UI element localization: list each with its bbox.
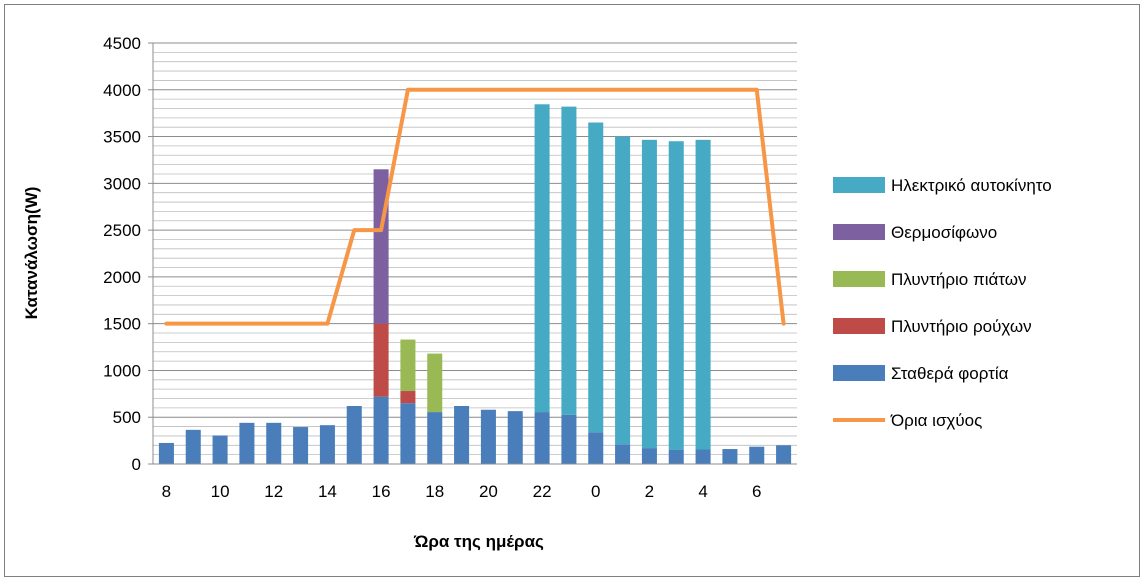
bar-segment-series-4-cat-2 (641, 139, 657, 449)
y-tick-label: 4000 (103, 81, 141, 100)
x-tick-label: 20 (479, 482, 498, 501)
legend-swatch (833, 318, 885, 334)
legend-swatch (833, 271, 885, 287)
x-tick-label: 18 (425, 482, 444, 501)
bar-segment-series-0-cat-11 (239, 422, 255, 464)
x-tick-label: 10 (211, 482, 230, 501)
bar-segment-series-1-cat-17 (400, 391, 416, 404)
bar-segment-series-4-cat-22 (534, 104, 550, 413)
chart-svg: 0 500 1000 1500 2000 2500 3000 3500 4000 4500 8 10… (22, 34, 1052, 551)
legend-label: Πλυντήριο πιάτων (891, 270, 1027, 289)
legend-item: Πλυντήριο ρούχων (833, 317, 1032, 336)
bar-segment-series-0-cat-15 (346, 405, 362, 464)
bar-segment-series-0-cat-13 (293, 427, 309, 464)
bar-segment-series-0-cat-14 (319, 425, 335, 464)
y-axis-title: Κατανάλωση(W) (22, 187, 41, 320)
legend-label: Θερμοσίφωνο (891, 223, 997, 242)
legend: Ηλεκτρικό αυτοκίνητο Θερμοσίφωνο Πλυντήριο… (833, 176, 1052, 430)
bar-segment-series-2-cat-18 (427, 353, 443, 413)
bars (158, 104, 792, 464)
bar-segment-series-4-cat-3 (668, 141, 684, 450)
axes (148, 42, 797, 465)
bar-segment-series-0-cat-12 (266, 422, 282, 464)
y-tick-labels: 0 500 1000 1500 2000 2500 3000 3500 4000 4500 (103, 34, 141, 474)
bar-segment-series-4-cat-23 (561, 106, 577, 415)
y-tick-label: 500 (113, 408, 141, 427)
legend-item: Πλυντήριο πιάτων (833, 270, 1027, 289)
bar-segment-series-0-cat-20 (480, 409, 496, 464)
bar-segment-series-0-cat-17 (400, 403, 416, 464)
bar-segment-series-0-cat-3 (668, 449, 684, 464)
bar-segment-series-0-cat-6 (749, 446, 765, 464)
x-tick-label: 4 (698, 482, 707, 501)
bar-segment-series-0-cat-23 (561, 414, 577, 464)
x-tick-label: 6 (752, 482, 761, 501)
legend-label: Όρια ισχύος (890, 411, 982, 430)
y-tick-label: 2000 (103, 268, 141, 287)
x-tick-label: 16 (372, 482, 391, 501)
y-tick-label: 1000 (103, 361, 141, 380)
legend-item: Θερμοσίφωνο (833, 223, 997, 242)
bar-segment-series-0-cat-5 (722, 449, 738, 464)
chart-frame: 0 500 1000 1500 2000 2500 3000 3500 4000 4500 8 10… (4, 4, 1140, 577)
y-tick-label: 3500 (103, 128, 141, 147)
legend-item: Όρια ισχύος (833, 411, 982, 430)
legend-item: Ηλεκτρικό αυτοκίνητο (833, 176, 1052, 195)
bar-segment-series-4-cat-0 (588, 122, 604, 433)
bar-segment-series-4-cat-4 (695, 139, 711, 450)
legend-label: Σταθερά φορτία (891, 364, 1009, 383)
legend-label: Ηλεκτρικό αυτοκίνητο (891, 176, 1052, 195)
bar-segment-series-0-cat-19 (454, 405, 470, 464)
y-tick-label: 4500 (103, 34, 141, 53)
y-tick-label: 1500 (103, 315, 141, 334)
legend-label: Πλυντήριο ρούχων (891, 317, 1032, 336)
bar-segment-series-0-cat-9 (185, 429, 201, 464)
bar-segment-series-0-cat-18 (427, 412, 443, 464)
legend-swatch (833, 365, 885, 381)
bar-segment-series-0-cat-1 (615, 444, 631, 464)
bar-segment-series-0-cat-21 (507, 411, 523, 464)
legend-item: Σταθερά φορτία (833, 364, 1009, 383)
bar-segment-series-2-cat-17 (400, 339, 416, 392)
limit-line-layer (164, 87, 786, 326)
power-limit-line (164, 87, 786, 326)
x-tick-labels: 8 10 12 14 16 18 20 22 0 2 4 6 (162, 482, 762, 501)
y-tick-label: 2500 (103, 221, 141, 240)
legend-swatch (833, 224, 885, 240)
y-tick-label: 0 (132, 455, 141, 474)
bar-segment-series-0-cat-0 (588, 432, 604, 464)
x-tick-label: 8 (162, 482, 171, 501)
bar-segment-series-0-cat-4 (695, 449, 711, 464)
x-tick-label: 2 (645, 482, 654, 501)
bar-segment-series-0-cat-8 (158, 442, 174, 464)
x-tick-label: 12 (264, 482, 283, 501)
gridlines (153, 42, 797, 465)
y-tick-label: 3000 (103, 174, 141, 193)
x-tick-label: 22 (533, 482, 552, 501)
bar-segment-series-0-cat-10 (212, 435, 228, 464)
bar-segment-series-4-cat-1 (615, 136, 631, 445)
bar-segment-series-0-cat-16 (373, 396, 389, 464)
x-tick-label: 0 (591, 482, 600, 501)
x-tick-label: 14 (318, 482, 337, 501)
bar-segment-series-0-cat-2 (641, 448, 657, 464)
x-axis-title: Ώρα της ημέρας (413, 532, 544, 551)
legend-swatch (833, 177, 885, 193)
bar-segment-series-0-cat-22 (534, 412, 550, 464)
bar-segment-series-1-cat-16 (373, 323, 389, 397)
bar-segment-series-0-cat-7 (776, 445, 792, 464)
